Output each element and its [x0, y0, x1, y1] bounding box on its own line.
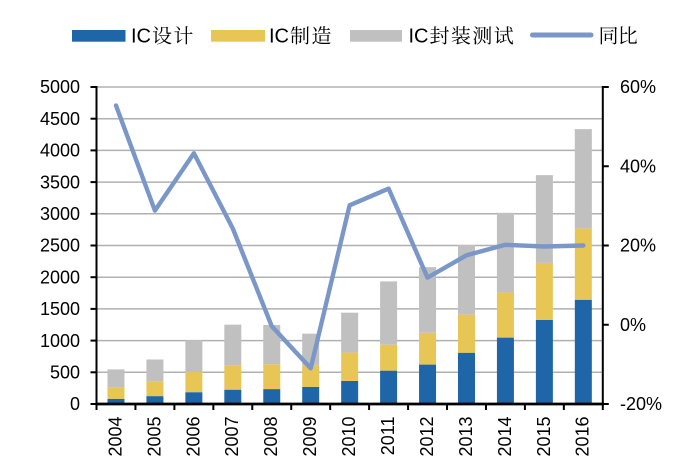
svg-text:2004: 2004 [105, 417, 125, 457]
svg-text:2000: 2000 [40, 267, 80, 287]
svg-text:2008: 2008 [261, 417, 281, 457]
svg-text:2015: 2015 [534, 417, 554, 457]
svg-text:0%: 0% [620, 315, 646, 335]
svg-text:IC: IC [269, 25, 289, 47]
svg-text:20%: 20% [620, 236, 656, 256]
svg-text:1500: 1500 [40, 299, 80, 319]
svg-text:2011: 2011 [378, 417, 398, 456]
svg-text:-20%: -20% [620, 394, 662, 414]
svg-text:40%: 40% [620, 156, 656, 176]
svg-text:0: 0 [70, 394, 80, 414]
svg-text:2013: 2013 [456, 417, 476, 457]
svg-text:2006: 2006 [183, 417, 203, 457]
svg-text:IC: IC [409, 25, 429, 47]
svg-text:1000: 1000 [40, 331, 80, 351]
svg-text:60%: 60% [620, 77, 656, 97]
svg-text:500: 500 [50, 363, 80, 383]
svg-text:5000: 5000 [40, 77, 80, 97]
svg-text:2007: 2007 [222, 417, 242, 457]
svg-text:IC: IC [131, 25, 151, 47]
svg-text:2016: 2016 [573, 417, 593, 457]
svg-text:3000: 3000 [40, 204, 80, 224]
svg-text:2012: 2012 [417, 417, 437, 457]
svg-text:2010: 2010 [339, 417, 359, 457]
svg-text:4000: 4000 [40, 141, 80, 161]
svg-text:2005: 2005 [144, 417, 164, 457]
svg-text:4500: 4500 [40, 109, 80, 129]
svg-text:2009: 2009 [300, 417, 320, 457]
svg-text:2014: 2014 [495, 417, 515, 457]
svg-text:2500: 2500 [40, 236, 80, 256]
svg-text:3500: 3500 [40, 172, 80, 192]
